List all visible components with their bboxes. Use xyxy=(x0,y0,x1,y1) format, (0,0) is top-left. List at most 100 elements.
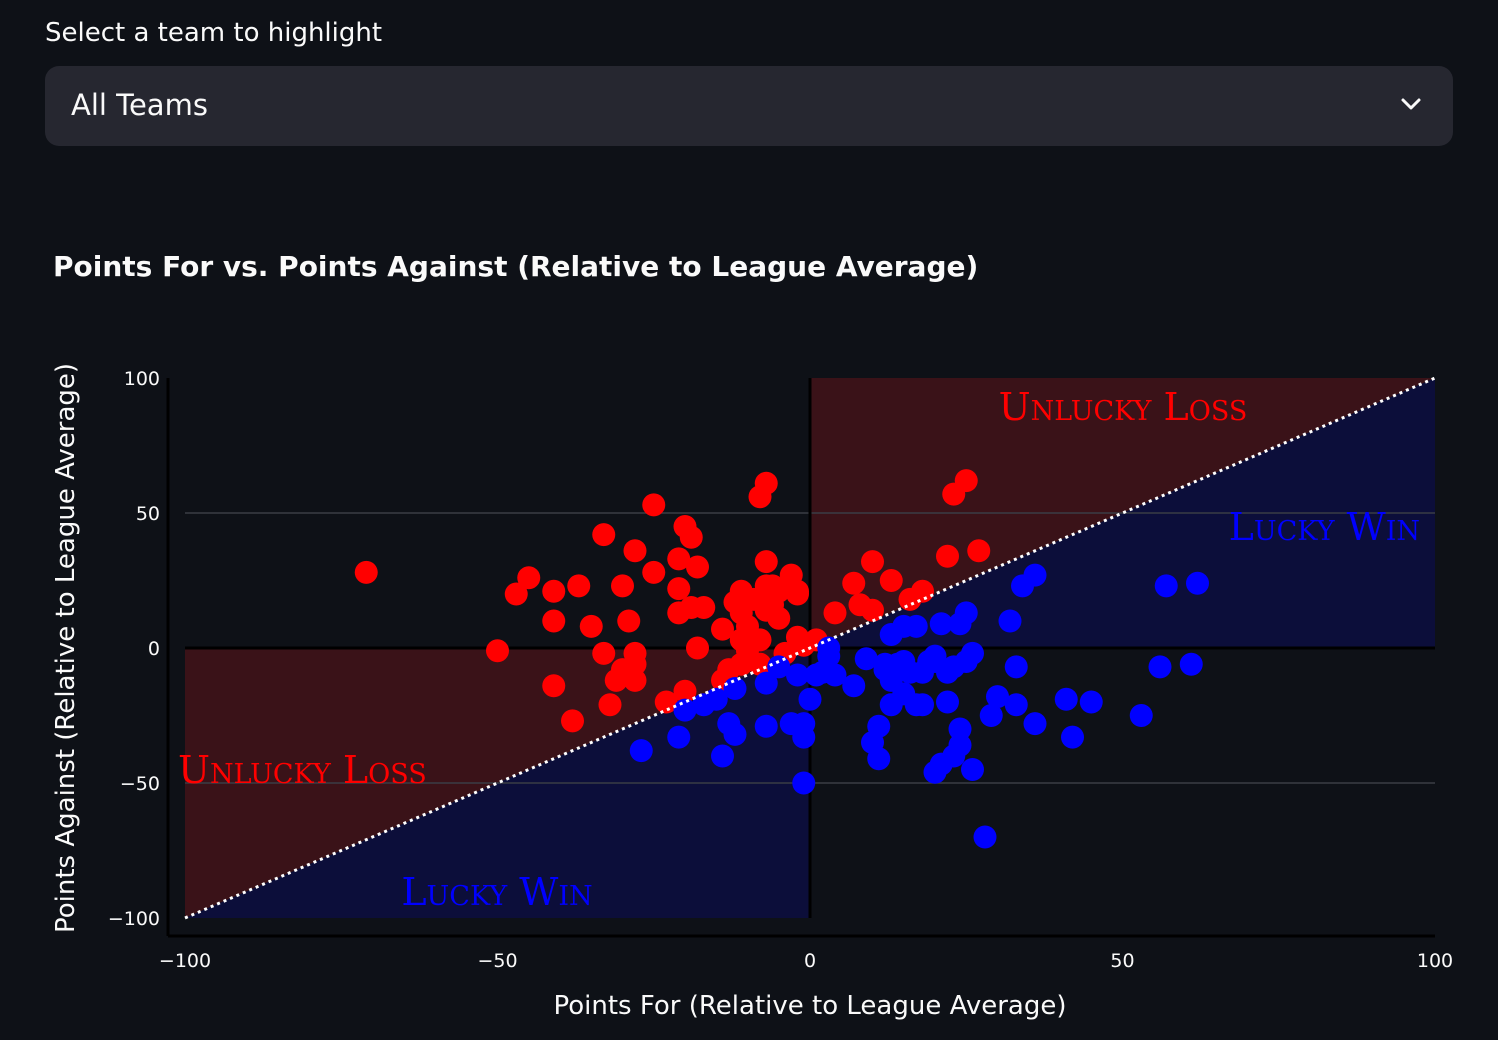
x-tick-label: 50 xyxy=(1110,950,1134,972)
y-tick-label: 50 xyxy=(136,503,160,525)
loss-point xyxy=(354,560,378,584)
win-point xyxy=(986,685,1009,709)
win-point xyxy=(723,677,747,700)
loss-point xyxy=(823,601,847,625)
win-point xyxy=(1061,725,1084,749)
win-point xyxy=(786,663,809,687)
loss-point xyxy=(748,652,772,676)
win-point xyxy=(1079,690,1103,714)
loss-point xyxy=(623,668,647,692)
win-point xyxy=(798,687,822,711)
win-point xyxy=(1004,693,1028,717)
win-point xyxy=(973,825,997,849)
y-axis-label: Points Against (Relative to League Avera… xyxy=(51,363,81,933)
win-point xyxy=(961,758,984,781)
loss-point xyxy=(592,523,616,547)
win-point xyxy=(948,717,972,741)
loss-point xyxy=(623,539,647,563)
loss-point xyxy=(954,469,978,493)
win-point xyxy=(979,704,1003,727)
team-select[interactable]: All Teams xyxy=(45,66,1453,146)
diagonal-line xyxy=(184,376,1436,920)
loss-point xyxy=(504,582,528,606)
win-point xyxy=(1129,704,1153,727)
win-point xyxy=(667,725,691,749)
loss-point xyxy=(967,539,991,563)
win-point xyxy=(936,690,959,714)
loss-point xyxy=(842,571,866,595)
win-point xyxy=(923,644,947,668)
win-point xyxy=(629,739,653,763)
loss-point xyxy=(486,639,509,663)
loss-point xyxy=(579,614,603,638)
win-point xyxy=(792,725,816,749)
loss-point xyxy=(611,574,634,598)
loss-point xyxy=(667,547,691,571)
loss-point xyxy=(517,566,541,590)
win-point xyxy=(961,641,984,665)
loss-point xyxy=(598,693,622,717)
loss-point xyxy=(748,628,772,652)
loss-point xyxy=(642,493,666,517)
loss-point xyxy=(542,674,566,698)
loss-point xyxy=(642,560,666,584)
win-point xyxy=(948,733,972,757)
win-point xyxy=(867,747,891,771)
win-point xyxy=(704,687,728,711)
win-point xyxy=(1004,655,1028,679)
loss-point xyxy=(561,709,584,733)
win-point xyxy=(867,714,891,738)
loss-point xyxy=(673,679,697,703)
loss-point xyxy=(767,606,791,630)
win-point xyxy=(767,655,791,679)
loss-point xyxy=(711,617,734,641)
win-point xyxy=(911,693,934,717)
region-label: Lucky Win xyxy=(1229,505,1420,549)
x-tick-label: −50 xyxy=(477,950,517,972)
region-label: Lucky Win xyxy=(401,870,592,914)
win-point xyxy=(1179,652,1203,676)
loss-point xyxy=(592,641,616,665)
loss-point xyxy=(617,609,641,633)
loss-point xyxy=(767,579,791,603)
loss-point xyxy=(679,525,703,549)
win-point xyxy=(754,671,778,695)
x-tick-label: 100 xyxy=(1417,950,1453,972)
loss-point xyxy=(861,550,884,574)
win-point xyxy=(1023,712,1047,736)
loss-point xyxy=(686,636,709,660)
win-point xyxy=(842,674,866,698)
loss-point xyxy=(786,582,809,606)
loss-point xyxy=(567,574,591,598)
win-point xyxy=(754,714,778,738)
y-tick-label: 100 xyxy=(124,368,160,390)
loss-point xyxy=(861,598,884,622)
loss-point xyxy=(879,569,903,592)
region-label: Unlucky Loss xyxy=(999,385,1248,429)
y-tick-label: −50 xyxy=(120,773,160,795)
loss-point xyxy=(911,579,934,603)
y-tick-label: −100 xyxy=(108,908,160,930)
win-point xyxy=(998,609,1022,633)
chevron-down-icon[interactable] xyxy=(1399,92,1423,116)
win-point xyxy=(929,612,953,636)
team-select-value: All Teams xyxy=(71,88,208,122)
win-point xyxy=(1023,563,1047,587)
region-label: Unlucky Loss xyxy=(178,748,427,792)
win-point xyxy=(792,771,816,795)
loss-point xyxy=(542,579,566,603)
win-point xyxy=(673,698,697,722)
x-tick-label: 0 xyxy=(804,950,816,972)
loss-point xyxy=(623,641,647,665)
loss-point xyxy=(542,609,566,633)
loss-point xyxy=(754,550,778,574)
win-point xyxy=(954,601,978,625)
x-tick-label: −100 xyxy=(159,950,211,972)
loss-point xyxy=(654,690,678,714)
loss-point xyxy=(686,555,709,579)
chart-title: Points For vs. Points Against (Relative … xyxy=(53,250,979,283)
win-point xyxy=(854,647,878,671)
y-tick-label: 0 xyxy=(148,638,160,660)
x-axis-label: Points For (Relative to League Average) xyxy=(554,991,1067,1021)
